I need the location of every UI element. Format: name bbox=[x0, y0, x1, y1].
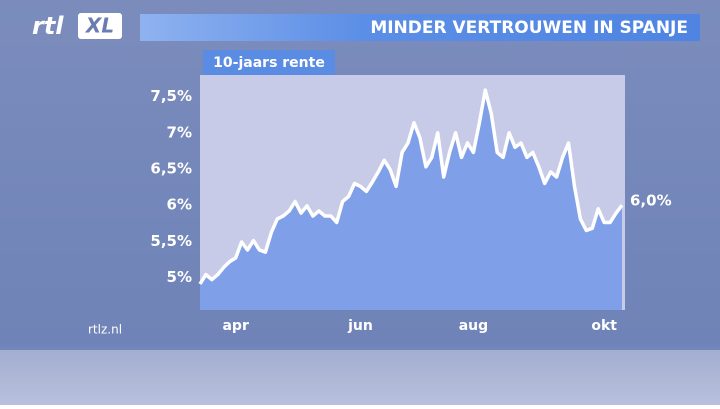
chart-title: MINDER VERTROUWEN IN SPANJE bbox=[370, 18, 688, 38]
y-tick-label: 7,5% bbox=[150, 87, 192, 105]
y-tick-label: 6,5% bbox=[150, 160, 192, 178]
x-tick-label: jun bbox=[347, 318, 373, 334]
y-tick-label: 5,5% bbox=[150, 232, 192, 250]
subtitle: 10-jaars rente bbox=[213, 55, 325, 71]
logo-xl: XL bbox=[84, 14, 114, 38]
logo-box bbox=[78, 13, 122, 39]
lower-band bbox=[0, 350, 720, 405]
y-tick-label: 5% bbox=[167, 268, 192, 286]
line bbox=[198, 88, 624, 285]
y-tick-label: 7% bbox=[167, 123, 192, 141]
y-tick-label: 6% bbox=[167, 196, 192, 214]
x-tick-label: okt bbox=[591, 318, 617, 334]
title-bar bbox=[140, 14, 700, 41]
area bbox=[200, 90, 622, 310]
plot: 6,0% 5% 5,5% 6% 6,5% 7% 7,5% apr jun aug okt bbox=[150, 87, 671, 334]
subtitle-box bbox=[203, 50, 335, 75]
logo-rtl: rtl bbox=[32, 12, 64, 40]
x-tick-label: aug bbox=[459, 318, 488, 334]
source: rtlz.nl bbox=[88, 323, 122, 337]
x-tick-label: apr bbox=[222, 318, 248, 334]
end-value-label: 6,0% bbox=[630, 192, 672, 210]
